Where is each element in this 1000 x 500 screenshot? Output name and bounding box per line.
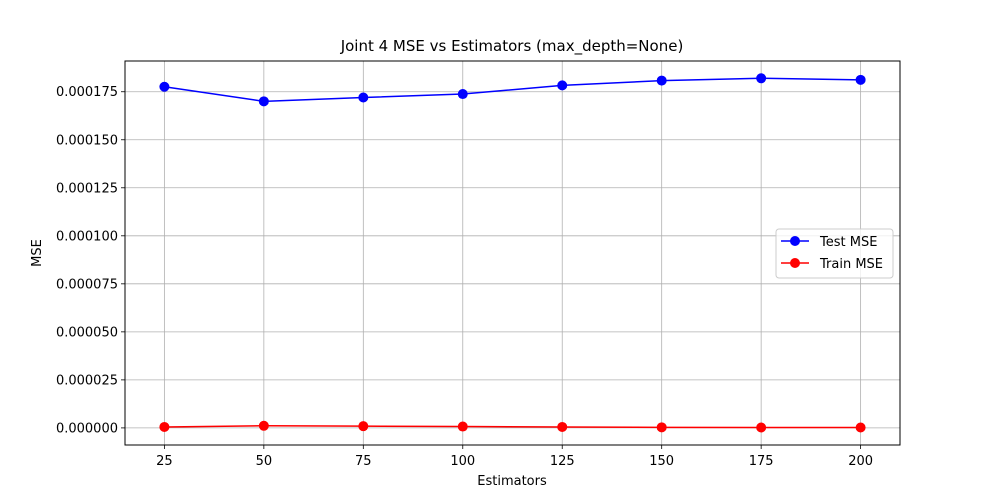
data-point-train-mse: [457, 421, 468, 432]
y-tick-label: 0.000000: [56, 421, 118, 436]
data-point-train-mse: [557, 421, 568, 432]
x-axis-label: Estimators: [477, 474, 547, 489]
data-point-test-mse: [557, 80, 568, 91]
series-line-test-mse: [164, 77, 861, 103]
x-tick-label: 125: [550, 454, 575, 469]
y-tick-label: 0.000175: [56, 85, 118, 100]
data-point-train-mse: [358, 421, 369, 432]
x-tick-label: 75: [355, 454, 372, 469]
x-tick-label: 100: [450, 454, 475, 469]
y-tick-label: 0.000125: [56, 181, 118, 196]
data-point-train-mse: [656, 422, 667, 433]
data-point-test-mse: [159, 81, 170, 92]
x-tick-label: 50: [256, 454, 273, 469]
y-tick-label: 0.000075: [56, 277, 118, 292]
x-tick-label: 175: [749, 454, 774, 469]
legend: Test MSE Train MSE: [775, 228, 894, 279]
grid-lines: [125, 61, 900, 445]
data-point-train-mse: [159, 421, 170, 432]
chart-title: Joint 4 MSE vs Estimators (max_depth=Non…: [340, 37, 684, 56]
series-line-train-mse: [164, 425, 861, 429]
data-point-train-mse: [855, 422, 866, 433]
data-point-train-mse: [756, 422, 767, 433]
x-tick-label: 25: [156, 454, 173, 469]
data-point-train-mse: [258, 420, 269, 431]
y-tick-label: 0.000100: [56, 229, 118, 244]
data-point-test-mse: [258, 96, 269, 107]
x-axis-ticks: 25 50 75 100 125 150 175 200: [156, 445, 873, 469]
x-tick-label: 200: [848, 454, 873, 469]
legend-marker-train-mse: [790, 258, 800, 268]
y-axis-label: MSE: [30, 239, 45, 267]
data-point-test-mse: [358, 92, 369, 103]
y-tick-label: 0.000150: [56, 133, 118, 148]
y-tick-label: 0.000025: [56, 373, 118, 388]
data-point-test-mse: [756, 73, 767, 84]
plot-frame: [124, 60, 901, 446]
y-axis-ticks: 0.000000 0.000025 0.000050 0.000075 0.000100…: [56, 85, 125, 436]
data-point-test-mse: [457, 89, 468, 100]
legend-marker-test-mse: [790, 236, 800, 246]
data-point-test-mse: [656, 75, 667, 86]
legend-label-test-mse: Test MSE: [819, 235, 877, 250]
series-layer: [159, 73, 866, 433]
data-point-test-mse: [855, 74, 866, 85]
legend-label-train-mse: Train MSE: [819, 257, 883, 272]
x-tick-label: 150: [649, 454, 674, 469]
y-tick-label: 0.000050: [56, 325, 118, 340]
